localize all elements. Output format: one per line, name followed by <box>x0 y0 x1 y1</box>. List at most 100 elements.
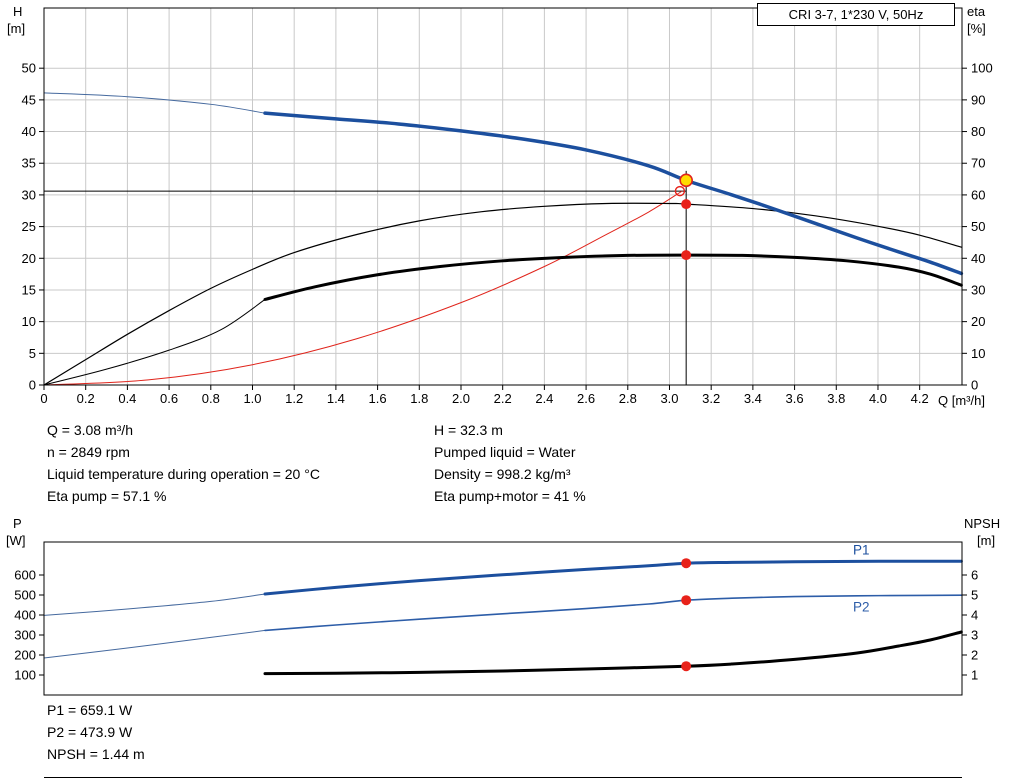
bottom-readouts: P1 = 659.1 W P2 = 473.9 W NPSH = 1.44 m <box>47 699 145 765</box>
x-tick-label: 2.6 <box>577 391 595 406</box>
bottom-left-axis-name: P <box>13 516 22 531</box>
left-tick-label: 10 <box>22 314 36 329</box>
readout-q: Q = 3.08 m³/h <box>47 422 133 438</box>
x-tick-label: 3.4 <box>744 391 762 406</box>
eta-pump-motor-ext-curve <box>43 298 266 386</box>
right-tick-label: 20 <box>971 314 985 329</box>
right-tick-label: 30 <box>971 282 985 297</box>
x-tick-label: 1.0 <box>243 391 261 406</box>
bottom-left-axis-unit: [W] <box>6 533 26 548</box>
left-tick-label: 5 <box>29 346 36 361</box>
p1-ext-curve <box>43 593 266 616</box>
readout-liquid-temp: Liquid temperature during operation = 20… <box>47 466 320 482</box>
x-tick-label: 4.2 <box>911 391 929 406</box>
left-tick-label: 50 <box>22 61 36 76</box>
right-tick-label: 1 <box>971 668 978 683</box>
x-tick-label: 3.2 <box>702 391 720 406</box>
right-tick-label: 2 <box>971 648 978 663</box>
top-readouts-right: H = 32.3 m Pumped liquid = Water Density… <box>434 419 586 507</box>
left-tick-label: 0 <box>29 378 36 393</box>
p1-curve <box>263 559 963 596</box>
x-tick-label: 2.4 <box>535 391 553 406</box>
readout-npsh: NPSH = 1.44 m <box>47 746 145 762</box>
right-tick-label: 10 <box>971 346 985 361</box>
x-tick-label: 2.8 <box>619 391 637 406</box>
x-tick-label: 3.0 <box>660 391 678 406</box>
right-tick-label: 40 <box>971 251 985 266</box>
left-tick-label: 300 <box>14 628 36 643</box>
left-tick-label: 45 <box>22 92 36 107</box>
readout-pumped-liquid: Pumped liquid = Water <box>434 444 576 460</box>
readout-n: n = 2849 rpm <box>47 444 130 460</box>
readout-p1: P1 = 659.1 W <box>47 702 133 718</box>
p2-curve <box>264 594 963 632</box>
left-tick-label: 500 <box>14 588 36 603</box>
x-tick-label: 3.6 <box>786 391 804 406</box>
x-tick-label: 1.6 <box>369 391 387 406</box>
x-axis-label: Q [m³/h] <box>938 393 985 408</box>
left-tick-label: 15 <box>22 282 36 297</box>
pump-curve-curve <box>263 111 964 276</box>
left-tick-label: 30 <box>22 187 36 202</box>
right-tick-label: 70 <box>971 156 985 171</box>
left-tick-label: 20 <box>22 251 36 266</box>
p1-point <box>681 558 692 569</box>
left-tick-label: 25 <box>22 219 36 234</box>
pump-curve-ext-curve <box>43 92 266 114</box>
readout-eta-pump: Eta pump = 57.1 % <box>47 488 167 504</box>
npsh-point <box>681 661 692 672</box>
x-tick-label: 0.8 <box>202 391 220 406</box>
x-tick-label: 0 <box>40 391 47 406</box>
duty-point <box>679 173 693 188</box>
bottom-divider <box>44 777 962 778</box>
readout-density: Density = 998.2 kg/m³ <box>434 466 571 482</box>
readout-eta-pump-motor: Eta pump+motor = 41 % <box>434 488 586 504</box>
npsh-curve <box>263 630 963 676</box>
x-tick-label: 1.4 <box>327 391 345 406</box>
plot-frame <box>43 541 963 696</box>
right-tick-label: 0 <box>971 378 978 393</box>
x-tick-label: 0.2 <box>77 391 95 406</box>
p2-ext-curve <box>43 629 266 659</box>
top-readouts-left: Q = 3.08 m³/h n = 2849 rpm Liquid temper… <box>47 419 320 507</box>
left-tick-label: 600 <box>14 568 36 583</box>
top-right-axis-name: eta <box>967 4 986 19</box>
right-tick-label: 80 <box>971 124 985 139</box>
series-label-p2: P2 <box>853 599 870 614</box>
left-tick-label: 200 <box>14 648 36 663</box>
x-tick-label: 2.2 <box>494 391 512 406</box>
right-tick-label: 100 <box>971 61 993 76</box>
right-tick-label: 4 <box>971 608 978 623</box>
x-tick-label: 0.6 <box>160 391 178 406</box>
top-left-axis-unit: [m] <box>7 21 26 36</box>
system-curve-curve <box>43 190 683 386</box>
right-tick-label: 3 <box>971 628 978 643</box>
left-tick-label: 400 <box>14 608 36 623</box>
bottom-right-axis-unit: [m] <box>977 533 996 548</box>
x-tick-label: 0.4 <box>118 391 136 406</box>
right-tick-label: 6 <box>971 568 978 583</box>
spec-duty-point <box>674 185 686 197</box>
right-tick-label: 5 <box>971 588 978 603</box>
top-right-axis-unit: [%] <box>967 21 986 36</box>
top-left-axis-name: H <box>13 4 23 19</box>
x-tick-label: 4.0 <box>869 391 887 406</box>
pump-title-box: CRI 3-7, 1*230 V, 50Hz <box>757 3 955 26</box>
bottom-right-axis-name: NPSH <box>964 516 1001 531</box>
x-tick-label: 1.8 <box>410 391 428 406</box>
left-tick-label: 35 <box>22 156 36 171</box>
eta-pump-motor-point <box>681 250 692 261</box>
eta-pump-curve <box>43 202 962 386</box>
eta-pump-motor-curve <box>263 253 963 301</box>
eta-pump-point <box>681 199 692 210</box>
right-tick-label: 60 <box>971 187 985 202</box>
x-tick-label: 1.2 <box>285 391 303 406</box>
left-tick-label: 100 <box>14 668 36 683</box>
p2-point <box>681 595 692 606</box>
x-tick-label: 2.0 <box>452 391 470 406</box>
readout-h: H = 32.3 m <box>434 422 503 438</box>
readout-p2: P2 = 473.9 W <box>47 724 133 740</box>
left-tick-label: 40 <box>22 124 36 139</box>
